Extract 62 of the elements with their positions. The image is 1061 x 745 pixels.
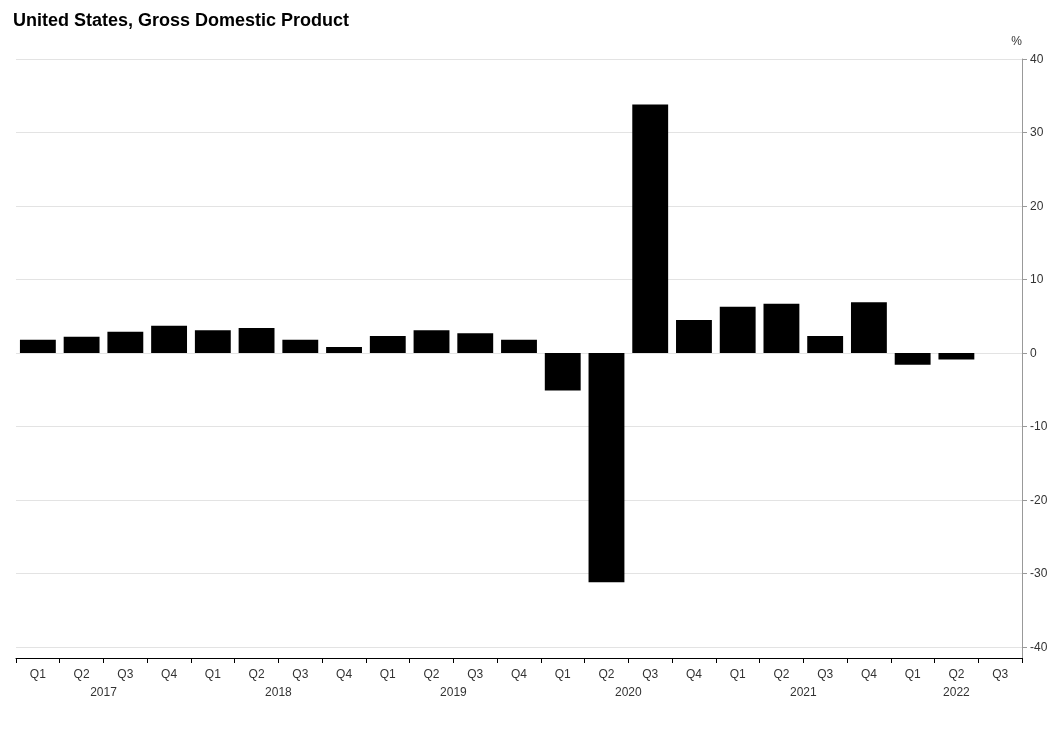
x-tick-label: Q4 <box>336 667 353 681</box>
bar <box>369 336 406 353</box>
x-tick-label: Q3 <box>467 667 484 681</box>
bar <box>938 352 975 360</box>
bar <box>763 303 800 353</box>
bar <box>588 352 625 583</box>
x-tick-label: Q2 <box>73 667 90 681</box>
x-tick-label: Q4 <box>860 667 878 681</box>
text: 2017 <box>90 685 118 699</box>
bar <box>457 333 494 353</box>
y-tick-label: -10 <box>1030 419 1048 434</box>
y-tick-label: 40 <box>1030 52 1044 66</box>
x-tick-label: Q3 <box>117 667 134 681</box>
y-tick-label: 20 <box>1030 198 1044 213</box>
text: 2018 <box>265 685 293 699</box>
bar <box>238 328 275 353</box>
x-tick-label: Q2 <box>423 667 440 681</box>
bar <box>501 339 537 353</box>
bar <box>632 104 669 353</box>
bar <box>63 336 100 353</box>
bar <box>719 306 756 353</box>
bar <box>676 319 712 353</box>
bar <box>807 336 844 353</box>
x-tick-label: Q1 <box>554 667 572 681</box>
bar <box>194 330 231 353</box>
y-tick-label: 10 <box>1030 272 1044 287</box>
x-tick-label: Q4 <box>685 667 703 681</box>
x-tick-label: Q1 <box>29 667 47 681</box>
x-tick-label: Q1 <box>729 667 747 681</box>
y-axis-title: % <box>1011 34 1023 48</box>
text: 2022 <box>943 685 971 699</box>
bar <box>19 339 56 353</box>
y-tick-label: 0 <box>1030 345 1037 360</box>
y-tick-label: -30 <box>1030 566 1048 581</box>
x-tick-label: Q3 <box>642 667 659 681</box>
x-tick-label: Q2 <box>773 667 790 681</box>
x-tick-label: Q2 <box>948 667 965 681</box>
x-tick-label: Q1 <box>204 667 222 681</box>
bar <box>894 352 931 365</box>
bar <box>282 339 319 353</box>
y-tick-label: -20 <box>1030 492 1048 507</box>
x-tick-label: Q3 <box>817 667 834 681</box>
text: 2021 <box>789 685 817 699</box>
x-tick-label: Q4 <box>161 667 178 681</box>
y-tick-label: 30 <box>1030 125 1044 140</box>
x-tick-label: Q1 <box>379 667 397 681</box>
x-tick-label: Q2 <box>248 667 265 681</box>
x-tick-label: Q3 <box>992 667 1009 681</box>
bar <box>850 302 887 353</box>
text: 2020 <box>615 685 643 699</box>
bar <box>326 347 362 353</box>
x-tick-label: Q3 <box>292 667 309 681</box>
x-tick-label: Q4 <box>510 667 528 681</box>
chart-title: United States, Gross Domestic Product <box>13 10 350 30</box>
bar <box>413 330 450 353</box>
y-tick-label: -40 <box>1030 639 1048 654</box>
bar <box>107 331 144 353</box>
text: 2019 <box>440 685 468 699</box>
bar <box>151 325 188 353</box>
x-tick-label: Q2 <box>598 667 615 681</box>
bar <box>544 352 581 391</box>
x-tick-label: Q1 <box>904 667 921 681</box>
